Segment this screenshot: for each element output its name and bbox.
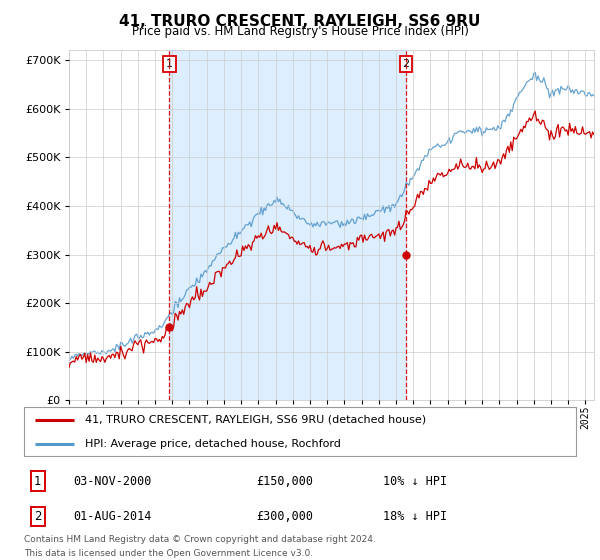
Text: 1: 1: [34, 474, 41, 488]
Text: 41, TRURO CRESCENT, RAYLEIGH, SS6 9RU: 41, TRURO CRESCENT, RAYLEIGH, SS6 9RU: [119, 14, 481, 29]
Text: 1: 1: [166, 59, 173, 69]
Bar: [169, 50, 406, 400]
Text: 41, TRURO CRESCENT, RAYLEIGH, SS6 9RU (detached house): 41, TRURO CRESCENT, RAYLEIGH, SS6 9RU (d…: [85, 415, 426, 425]
Text: 01-AUG-2014: 01-AUG-2014: [74, 510, 152, 523]
Text: 03-NOV-2000: 03-NOV-2000: [74, 474, 152, 488]
Text: 2: 2: [403, 59, 410, 69]
Text: Price paid vs. HM Land Registry's House Price Index (HPI): Price paid vs. HM Land Registry's House …: [131, 25, 469, 38]
Text: 10% ↓ HPI: 10% ↓ HPI: [383, 474, 447, 488]
Text: £300,000: £300,000: [256, 510, 313, 523]
Text: This data is licensed under the Open Government Licence v3.0.: This data is licensed under the Open Gov…: [24, 549, 313, 558]
Text: Contains HM Land Registry data © Crown copyright and database right 2024.: Contains HM Land Registry data © Crown c…: [24, 535, 376, 544]
Text: 18% ↓ HPI: 18% ↓ HPI: [383, 510, 447, 523]
Text: HPI: Average price, detached house, Rochford: HPI: Average price, detached house, Roch…: [85, 438, 341, 449]
Text: 2: 2: [34, 510, 41, 523]
Text: £150,000: £150,000: [256, 474, 313, 488]
